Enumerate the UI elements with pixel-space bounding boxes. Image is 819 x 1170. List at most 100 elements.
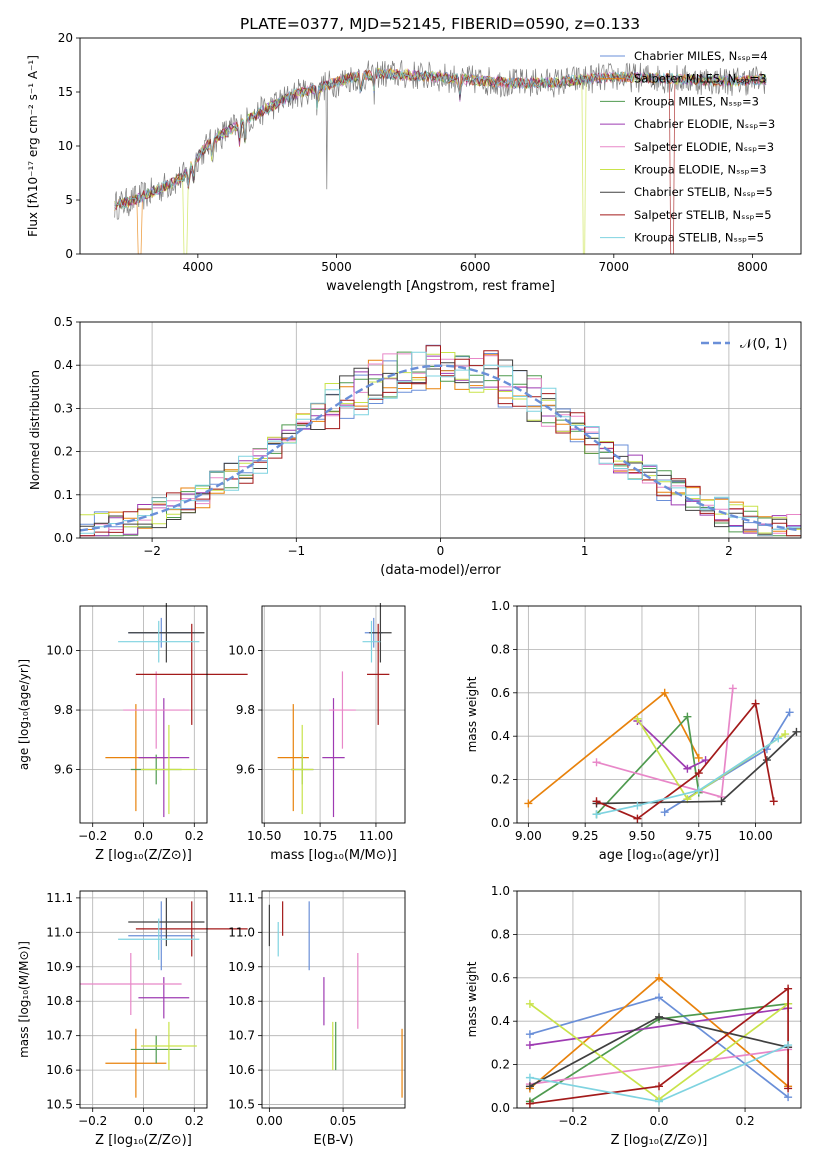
y-tick-label: 0.5 [54, 315, 73, 329]
series-line-4 [529, 1007, 789, 1046]
y-tick-label: 10.6 [46, 1063, 73, 1077]
legend-label: Salpeter MILES, Nₛₛₚ=3 [634, 72, 767, 86]
x-tick-label: 0.00 [256, 1114, 283, 1128]
legend-label: Kroupa STELIB, Nₛₛₚ=5 [634, 231, 764, 245]
chart-residuals: −2 −1 0 1 2 0.0 0.1 0.2 0.3 0.4 0.5 (data-model)/er… [28, 315, 802, 578]
series-marker [655, 1097, 663, 1106]
plot-area-residuals [79, 344, 802, 537]
chart-mass_vs_Z: −0.2 0.0 0.2 10.5 10.6 10.7 10.8 10.9 11.0 11.1 Z … [17, 890, 248, 1148]
series-line-2 [527, 691, 700, 805]
y-tick-label: 0.6 [491, 686, 510, 700]
x-tick-label: 0.0 [134, 1114, 153, 1128]
series-marker [655, 973, 663, 982]
y-tick-label: 10.9 [228, 960, 255, 974]
axes-mass_weight_vs_age: 9.00 9.25 9.50 9.75 10.00 0.0 0.2 0.4 0.6 0.8 1.0 a… [465, 599, 802, 863]
series-marker [694, 786, 703, 795]
chart-spectrum: 4000 5000 6000 7000 8000 0 5 10 15 20 wavelength [… [26, 31, 802, 294]
legend-label: Salpeter ELODIE, Nₛₛₚ=3 [634, 140, 774, 154]
chart-mass_weight_vs_Z: −0.2 0.0 0.2 0.0 0.2 0.4 0.6 0.8 1.0 Z [log₁₀(Z/Z… [465, 884, 802, 1148]
plot-area-age_vs_Z [105, 603, 248, 818]
series-marker [683, 764, 692, 773]
y-tick-label: 0.3 [54, 401, 73, 415]
series-marker [784, 1084, 793, 1093]
series-marker [655, 1012, 663, 1021]
normal-curve [79, 364, 802, 532]
series-marker [660, 808, 669, 817]
x-tick-label: 0.2 [736, 1114, 755, 1128]
x-tick-label: 11.00 [359, 829, 393, 843]
y-tick-label: 0.4 [491, 729, 510, 743]
x-tick-label: 10.75 [303, 829, 337, 843]
x-tick-label: 9.50 [629, 829, 656, 843]
axes-mass_vs_Z: −0.2 0.0 0.2 10.5 10.6 10.7 10.8 10.9 11.0 11.1 Z … [17, 890, 208, 1148]
y-tick-label: 10 [58, 139, 73, 153]
plot-area-mass_vs_Z [80, 897, 248, 1098]
axes-mass_weight_vs_Z: −0.2 0.0 0.2 0.0 0.2 0.4 0.6 0.8 1.0 Z [log₁₀(Z/Z… [465, 884, 802, 1148]
histogram-8 [80, 345, 801, 537]
x-tick-label: 0 [437, 544, 445, 558]
x-tick-label: 10.50 [247, 829, 281, 843]
x-tick-label: 0.2 [185, 1114, 204, 1128]
series-marker [784, 984, 793, 993]
legend-label: Kroupa MILES, Nₛₛₚ=3 [634, 94, 759, 108]
y-tick-label: 11.1 [228, 891, 255, 905]
axes-frame [79, 605, 208, 824]
y-tick-label: 10.9 [46, 960, 73, 974]
x-tick-label: 4000 [183, 260, 214, 274]
y-tick-label: 10.5 [46, 1098, 73, 1112]
x-tick-label: −0.2 [78, 1114, 107, 1128]
series-marker [592, 758, 601, 767]
x-axis-label: Z [log₁₀(Z/Z⊙)] [95, 1133, 192, 1148]
x-tick-label: −0.2 [78, 829, 107, 843]
series-marker [769, 797, 778, 806]
series-marker [655, 1082, 663, 1091]
plot-area-mass_weight_vs_Z [525, 973, 793, 1108]
series-marker [701, 756, 710, 765]
series-line-5 [529, 1048, 789, 1085]
model-line-9 [114, 68, 767, 211]
y-axis-label: Flux [fλ10⁻¹⁷ erg cm⁻² s⁻¹ A⁻¹] [26, 55, 40, 237]
series-marker [785, 708, 794, 717]
x-axis-label: age [log₁₀(age/yr)] [599, 848, 720, 863]
y-tick-label: 11.0 [46, 925, 73, 939]
series-marker [781, 730, 790, 739]
y-tick-label: 0.0 [491, 1101, 510, 1115]
y-tick-label: 15 [58, 85, 73, 99]
y-axis-label: age [log₁₀(age/yr)] [17, 659, 31, 770]
x-axis-label: mass [log₁₀(M/M⊙)] [270, 848, 397, 863]
axes-mass_vs_EBV: 0.00 0.05 10.5 10.6 10.7 10.8 10.9 11.0 11.1 E(B-… [228, 890, 406, 1148]
x-tick-label: 9.75 [685, 829, 712, 843]
y-tick-label: 0.8 [491, 642, 510, 656]
legend-label: 𝒩(0, 1) [740, 337, 787, 352]
y-tick-label: 10.5 [228, 1098, 255, 1112]
y-tick-label: 0.4 [54, 358, 73, 372]
series-marker [525, 1073, 534, 1082]
x-axis-label: Z [log₁₀(Z/Z⊙)] [95, 848, 192, 863]
legend-label: Kroupa ELODIE, Nₛₛₚ=3 [634, 163, 767, 177]
x-tick-label: 9.00 [515, 829, 542, 843]
y-tick-label: 0.2 [491, 1058, 510, 1072]
legend-label: Chabrier ELODIE, Nₛₛₚ=3 [634, 117, 775, 131]
series-marker [633, 801, 642, 810]
series-marker [592, 797, 601, 806]
y-tick-label: 9.6 [54, 762, 73, 776]
x-axis-label: wavelength [Angstrom, rest frame] [326, 279, 555, 294]
histogram-1 [80, 344, 801, 530]
chart-mass_weight_vs_age: 9.00 9.25 9.50 9.75 10.00 0.0 0.2 0.4 0.6 0.8 1.0 a… [465, 599, 802, 863]
series-marker [751, 699, 760, 708]
y-axis-label: mass weight [465, 961, 479, 1037]
y-tick-label: 9.6 [236, 762, 255, 776]
series-marker [525, 1099, 534, 1108]
legend: 𝒩(0, 1) [701, 337, 787, 352]
series-marker [717, 797, 726, 806]
chart-mass_vs_EBV: 0.00 0.05 10.5 10.6 10.7 10.8 10.9 11.0 11.1 E(B-… [228, 890, 406, 1148]
y-tick-label: 10.6 [228, 1063, 255, 1077]
figure-title: PLATE=0377, MJD=52145, FIBERID=0590, z=0… [240, 15, 640, 33]
x-tick-label: 10.00 [738, 829, 772, 843]
series-marker [525, 999, 534, 1008]
x-tick-label: 0.0 [649, 1114, 668, 1128]
legend-label: Chabrier MILES, Nₛₛₚ=4 [634, 49, 768, 63]
histogram-9 [80, 351, 801, 537]
